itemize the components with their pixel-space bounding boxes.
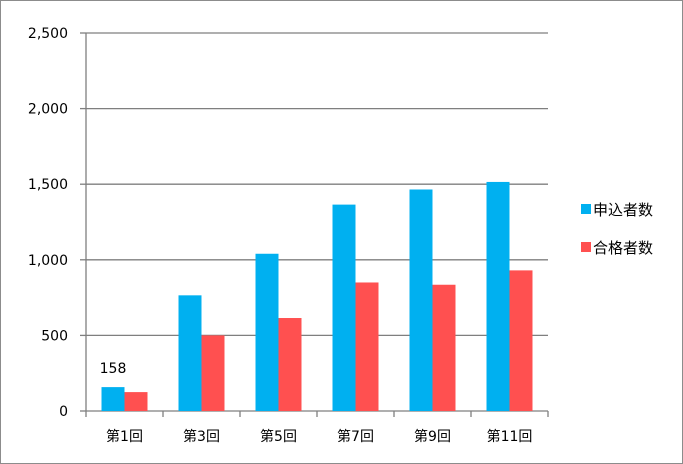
bars (101, 181, 533, 411)
bar-applicants (332, 204, 356, 411)
legend-label: 申込者数 (593, 201, 653, 219)
bar-passers (278, 318, 302, 411)
x-tick-label: 第1回 (106, 428, 143, 445)
axes (80, 32, 549, 417)
bar-applicants (255, 253, 279, 411)
bar-passers (201, 335, 225, 411)
legend-swatch (581, 204, 591, 214)
x-tick-label: 第7回 (337, 428, 374, 445)
legend-swatch (581, 242, 591, 252)
y-tick-label: 2,000 (28, 102, 68, 118)
y-tick-label: 1,500 (28, 177, 68, 193)
bar-applicants (178, 295, 202, 411)
y-tick-label: 500 (41, 328, 68, 344)
x-tick-label: 第11回 (487, 428, 533, 445)
bar-passers (509, 270, 533, 411)
x-tick-label: 第3回 (183, 428, 220, 445)
data-label: 158 (100, 361, 127, 377)
y-tick-label: 0 (59, 404, 68, 420)
bar-applicants (486, 181, 510, 411)
grid-lines (86, 32, 548, 337)
y-tick-label: 2,500 (28, 26, 68, 42)
x-tick-label: 第5回 (260, 428, 297, 445)
x-tick-label: 第9回 (414, 428, 451, 445)
y-tick-label: 1,000 (28, 253, 68, 269)
bar-applicants (409, 189, 433, 411)
bar-passers (124, 392, 148, 411)
bar-passers (355, 282, 379, 411)
labels: 0 500 1,000 1,500 2,000 2,500 第1回 第3回 第5回 第7回 第9回 第… (28, 26, 533, 445)
bar-applicants (101, 387, 125, 411)
legend-label: 合格者数 (593, 239, 653, 257)
bar-passers (432, 284, 456, 411)
